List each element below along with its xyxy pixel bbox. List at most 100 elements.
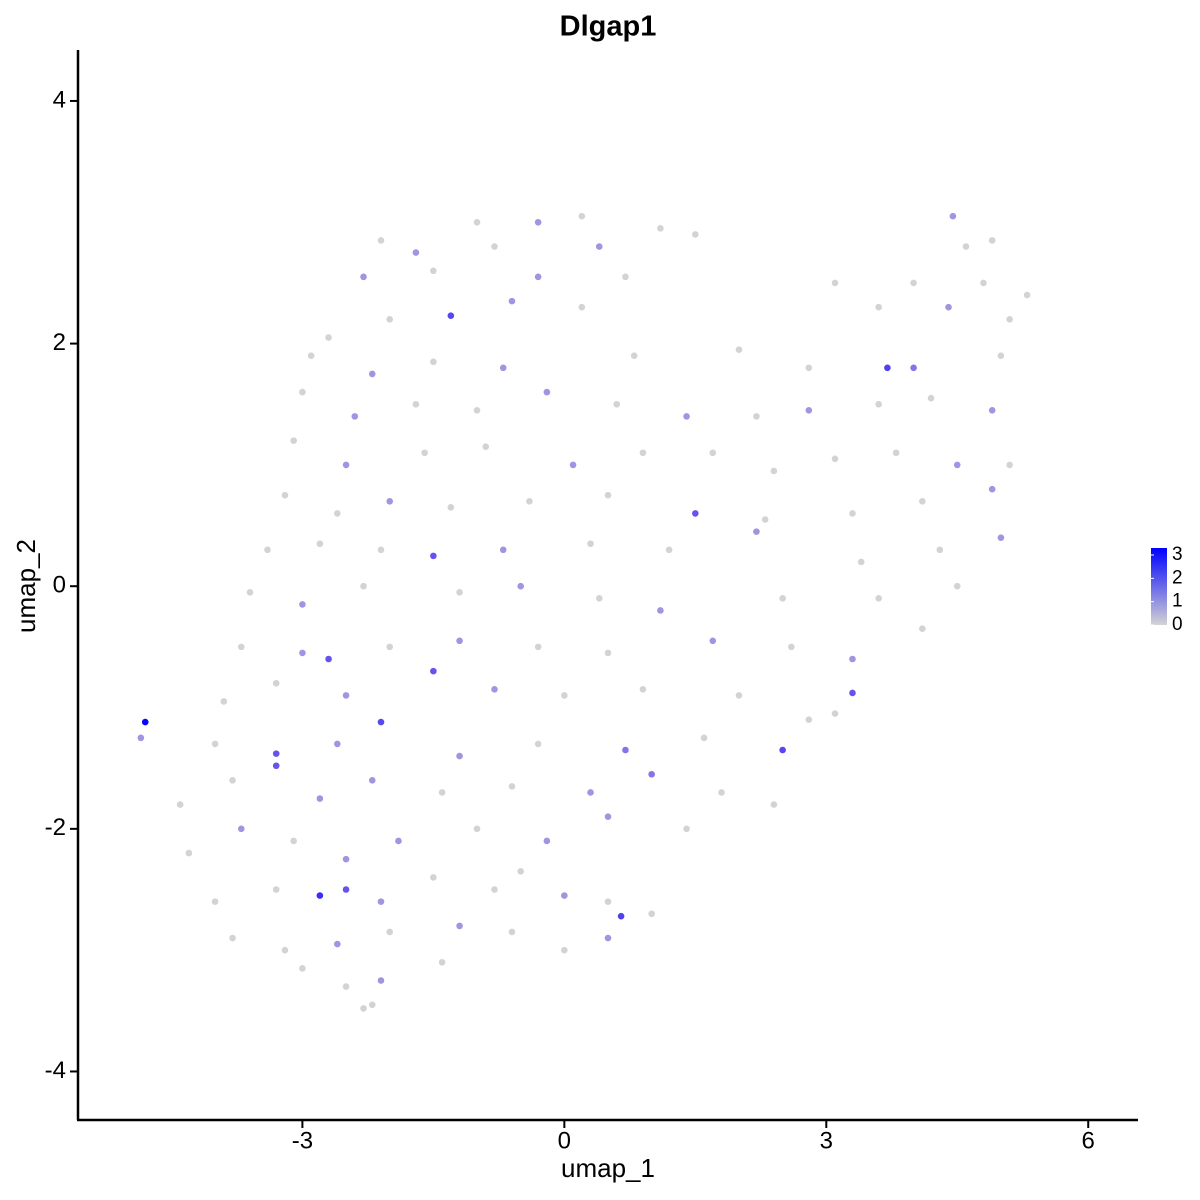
- cell-point: [491, 886, 498, 893]
- cell-point: [761, 516, 769, 523]
- cell-point: [211, 898, 219, 905]
- chart-title: Dlgap1: [560, 11, 657, 43]
- cell-point: [272, 886, 280, 893]
- cell-point: [657, 607, 664, 614]
- cell-point: [875, 303, 882, 311]
- cell-point: [281, 946, 289, 954]
- cell-point: [1023, 291, 1031, 299]
- cell-point: [831, 710, 839, 717]
- cell-point: [334, 740, 341, 748]
- cell-point: [753, 413, 760, 420]
- cell-point: [561, 946, 568, 954]
- cell-point: [395, 837, 402, 845]
- cell-point: [587, 789, 594, 796]
- cell-point: [412, 249, 420, 256]
- cell-point: [805, 364, 813, 372]
- cell-point: [430, 358, 437, 366]
- cell-point: [456, 637, 463, 645]
- cell-point: [137, 734, 145, 742]
- cell-point: [299, 601, 306, 608]
- cell-point: [534, 643, 542, 651]
- cell-point: [735, 346, 743, 353]
- cell-point: [892, 449, 900, 457]
- cell-point: [290, 437, 297, 444]
- cell-point: [447, 312, 455, 319]
- cell-point: [290, 837, 297, 845]
- cell-point: [491, 686, 498, 693]
- cell-point: [342, 692, 350, 699]
- x-tick-label: -3: [292, 1127, 313, 1154]
- cell-point: [299, 649, 306, 657]
- cell-point: [473, 218, 481, 226]
- cell-point: [630, 352, 638, 360]
- cell-point: [237, 643, 245, 651]
- cell-point: [534, 218, 542, 226]
- cell-point: [325, 655, 332, 663]
- cell-point: [517, 582, 524, 590]
- cell-point: [430, 874, 437, 881]
- cell-point: [237, 825, 245, 833]
- cell-point: [604, 491, 612, 499]
- colorbar-tick-label: 3: [1172, 544, 1183, 565]
- cell-point: [299, 388, 306, 396]
- cell-point: [351, 413, 359, 420]
- cell-point: [499, 546, 507, 554]
- cell-point: [709, 637, 717, 645]
- cell-point: [604, 898, 612, 905]
- cell-point: [534, 740, 542, 748]
- cell-point: [447, 504, 455, 511]
- cell-point: [360, 1005, 367, 1012]
- cell-point: [648, 910, 655, 918]
- cell-point: [386, 928, 394, 936]
- cell-point: [499, 364, 507, 372]
- cell-point: [517, 868, 524, 875]
- cell-point: [508, 928, 516, 936]
- cell-point: [788, 643, 795, 651]
- cell-point: [246, 588, 254, 596]
- cell-point: [692, 510, 699, 517]
- cell-point: [875, 595, 882, 602]
- cell-point: [988, 237, 996, 244]
- cell-point: [962, 243, 970, 250]
- cell-point: [849, 689, 856, 697]
- cell-point: [377, 718, 385, 726]
- cell-point: [272, 750, 280, 757]
- cell-point: [299, 965, 306, 972]
- cell-point: [377, 898, 385, 905]
- cell-point: [421, 449, 428, 457]
- cell-point: [220, 698, 228, 705]
- cell-point: [377, 977, 385, 984]
- cell-point: [342, 855, 350, 863]
- y-tick-label: 4: [53, 86, 66, 113]
- y-tick-label: 0: [53, 572, 66, 599]
- cell-point: [561, 892, 568, 899]
- cell-point: [342, 886, 350, 893]
- cell-point: [272, 762, 280, 770]
- cell-point: [569, 461, 577, 469]
- cell-point: [342, 461, 350, 469]
- cell-point: [936, 546, 944, 554]
- cell-point: [508, 783, 516, 790]
- cell-point: [805, 407, 813, 414]
- cell-point: [613, 400, 621, 408]
- cell-point: [534, 273, 542, 281]
- cell-point: [617, 912, 625, 920]
- cell-point: [595, 243, 603, 250]
- cell-point: [980, 279, 987, 287]
- colorbar: [1151, 548, 1167, 625]
- cell-point: [456, 588, 463, 596]
- x-axis-label: umap_1: [561, 1153, 655, 1183]
- cell-point: [316, 892, 324, 899]
- cell-point: [849, 655, 856, 663]
- x-tick-label: 3: [820, 1127, 833, 1154]
- cell-point: [456, 922, 463, 930]
- cell-point: [700, 734, 708, 742]
- colorbar-tick-label: 1: [1172, 591, 1183, 612]
- cell-point: [831, 455, 839, 463]
- cell-point: [953, 582, 961, 590]
- cell-point: [386, 497, 394, 505]
- cell-point: [735, 692, 743, 699]
- cell-point: [438, 958, 446, 966]
- cell-point: [430, 552, 437, 560]
- cell-point: [831, 279, 839, 287]
